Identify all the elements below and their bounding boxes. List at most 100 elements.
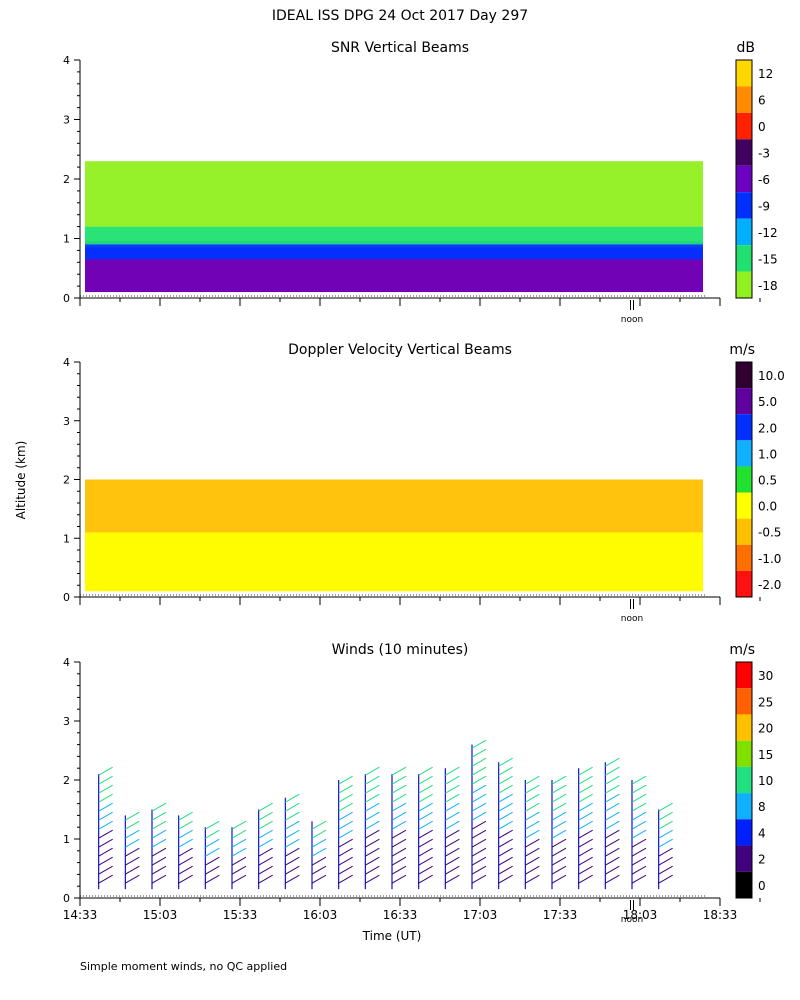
winds-x-tick-label: 15:03 [143, 908, 178, 922]
wind-barb [658, 829, 673, 839]
snr-colorbar-label: 0 [758, 120, 766, 134]
wind-barb [631, 847, 647, 857]
wind-barb [445, 874, 460, 884]
wind-barb [418, 784, 433, 794]
wind-barb [525, 802, 540, 812]
doppler-colorbar-swatch [736, 440, 752, 467]
snr-colorbar-label: -15 [758, 252, 778, 266]
wind-barb [311, 847, 327, 857]
wind-barb [578, 793, 593, 803]
winds-colorbar-label: 4 [758, 826, 766, 840]
wind-barb [125, 847, 140, 857]
wind-barb [311, 856, 327, 866]
winds-colorbar-swatch [736, 766, 752, 794]
wind-barb [151, 838, 167, 848]
doppler-colorbar-label: -1.0 [758, 552, 781, 566]
wind-barb [151, 820, 167, 830]
doppler-colorbar-label: 5.0 [758, 395, 777, 409]
wind-barb [445, 793, 460, 803]
wind-barb [605, 820, 620, 830]
wind-barb [658, 865, 673, 875]
wind-barb [445, 784, 460, 794]
wind-barb [125, 838, 140, 848]
winds-x-tick-label: 18:33 [703, 908, 738, 922]
winds-colorbar-swatch [736, 662, 752, 689]
x-axis-label: Time (UT) [362, 929, 422, 943]
wind-barb [151, 874, 167, 884]
doppler-title: Doppler Velocity Vertical Beams [288, 342, 512, 358]
wind-barb [471, 874, 487, 884]
wind-barb [338, 793, 353, 803]
wind-barb [258, 838, 273, 848]
wind-barb [365, 829, 380, 839]
wind-barb [631, 811, 647, 821]
wind-barb [551, 811, 567, 821]
wind-barb [365, 820, 380, 830]
wind-barb [98, 838, 113, 848]
wind-barb [525, 829, 540, 839]
wind-barb [498, 757, 513, 767]
snr-colorbar-frame [735, 59, 753, 299]
doppler-y-tick-label: 4 [63, 356, 70, 369]
wind-barb [471, 748, 487, 758]
wind-barb [391, 847, 407, 857]
wind-barb [418, 811, 433, 821]
doppler-y-tick-label: 0 [63, 591, 70, 604]
winds-colorbar-label: 30 [758, 669, 773, 683]
doppler-colorbar-label: 2.0 [758, 421, 777, 435]
wind-barb [311, 829, 327, 839]
wind-barb [631, 820, 647, 830]
wind-barb [365, 856, 380, 866]
wind-barb [578, 856, 593, 866]
wind-barb [471, 829, 487, 839]
wind-barb [471, 793, 487, 803]
wind-barb [631, 865, 647, 875]
wind-barb [258, 820, 273, 830]
wind-barb [498, 874, 513, 884]
winds-title: Winds (10 minutes) [332, 642, 469, 658]
wind-barb [338, 811, 353, 821]
wind-barb [125, 874, 140, 884]
wind-barb [178, 874, 193, 884]
wind-barb [391, 829, 407, 839]
wind-barb [631, 793, 647, 803]
snr-colorbar-swatch [736, 60, 752, 87]
wind-barb [445, 811, 460, 821]
wind-barb [418, 766, 433, 776]
wind-barb [605, 793, 620, 803]
winds-y-tick-label: 4 [63, 656, 70, 669]
doppler-layer [85, 479, 703, 527]
wind-barb [631, 784, 647, 794]
snr-colorbar-label: -9 [758, 199, 770, 213]
doppler-noon-label: noon [621, 614, 643, 624]
winds-x-tick-label: 18:03 [623, 908, 658, 922]
doppler-colorbar-swatch [736, 544, 752, 571]
wind-barb [231, 856, 247, 866]
wind-barb [231, 838, 247, 848]
wind-barb [551, 793, 567, 803]
winds-x-tick-label: 17:03 [463, 908, 498, 922]
wind-barb [205, 829, 220, 839]
snr-colorbar-label: -18 [758, 279, 778, 293]
wind-barb [178, 856, 193, 866]
wind-barb [365, 838, 380, 848]
wind-barb [578, 820, 593, 830]
doppler-colorbar-label: 10.0 [758, 369, 785, 383]
wind-barb [471, 739, 487, 749]
doppler-y-tick-label: 1 [63, 532, 70, 545]
snr-y-tick-label: 4 [63, 54, 70, 67]
wind-barb [605, 856, 620, 866]
wind-barb [338, 847, 353, 857]
wind-barb [418, 865, 433, 875]
snr-colorbar-swatch [736, 271, 752, 298]
winds-y-tick-label: 0 [63, 892, 70, 905]
wind-barb [285, 829, 300, 839]
wind-barb [151, 802, 167, 812]
wind-barb [258, 874, 273, 884]
wind-barb [471, 784, 487, 794]
wind-barb [605, 829, 620, 839]
wind-barb [551, 775, 567, 785]
wind-barb [338, 802, 353, 812]
wind-barb [205, 820, 220, 830]
wind-barb [391, 811, 407, 821]
